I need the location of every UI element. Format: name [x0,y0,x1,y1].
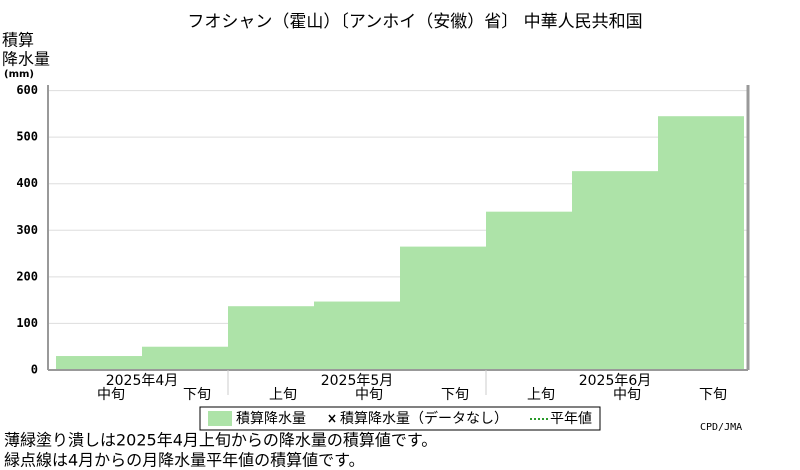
note: 薄緑塗り潰しは2025年4月上旬からの降水量の積算値です。 [4,431,437,450]
x-tick-label: 中旬 [355,387,383,403]
x-tick-label: 下旬 [183,387,211,403]
x-tick-label: 下旬 [441,387,469,403]
x-tick-label: 上旬 [269,387,297,403]
x-tick-label: 中旬 [613,387,641,403]
y-label: (mm) [4,69,34,80]
bar [228,306,314,370]
bar [658,116,744,370]
y-tick-label: 200 [16,269,38,283]
legend-label: 積算降水量 [236,411,306,427]
chart-title: フオシャン（霍山）〔アンホイ（安徽）省〕 中華人民共和国 [187,12,642,32]
note: 緑点線は4月からの月降水量平年値の積算値です。 [4,451,365,470]
legend-swatch [208,411,232,426]
bar [314,301,400,370]
legend-box [199,406,601,431]
legend-marker [328,414,336,423]
y-tick-label: 500 [16,130,38,144]
x-group-label: 2025年4月 [106,373,179,389]
x-group-label: 2025年6月 [579,373,652,389]
bar [56,356,142,370]
y-tick-label: 0 [31,363,38,377]
bar [572,171,658,370]
x-tick-label: 下旬 [699,387,727,403]
y-tick-label: 400 [16,176,38,190]
bar [142,346,228,370]
credit: CPD/JMA [700,422,742,433]
x-group-label: 2025年5月 [321,373,394,389]
bar [486,211,572,370]
y-label: 積算 [2,31,34,50]
x-tick-label: 上旬 [527,387,555,403]
y-tick-label: 300 [16,223,38,237]
x-tick-label: 中旬 [97,387,125,403]
y-tick-label: 100 [16,316,38,330]
bar [400,246,486,370]
legend-label: 平年値 [550,411,592,427]
y-label: 降水量 [2,50,50,69]
legend-label: 積算降水量（データなし） [340,410,508,427]
y-tick-label: 600 [16,83,38,97]
